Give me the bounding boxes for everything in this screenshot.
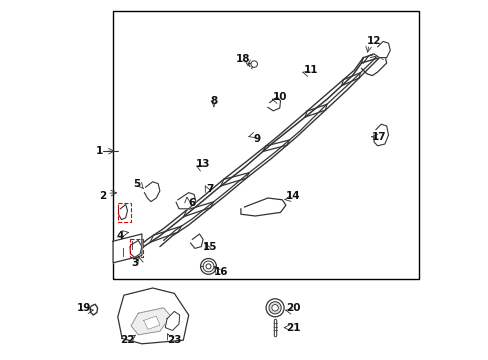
Polygon shape xyxy=(190,234,203,248)
Text: 22: 22 xyxy=(120,335,135,345)
Circle shape xyxy=(265,299,284,317)
Text: 7: 7 xyxy=(206,184,214,194)
Polygon shape xyxy=(165,311,179,330)
Polygon shape xyxy=(118,288,188,344)
Text: 10: 10 xyxy=(273,92,287,102)
Text: 12: 12 xyxy=(366,36,381,46)
Text: 18: 18 xyxy=(235,54,249,64)
Text: 19: 19 xyxy=(77,303,91,313)
Polygon shape xyxy=(241,198,285,216)
Polygon shape xyxy=(131,308,170,335)
Polygon shape xyxy=(373,41,389,58)
Text: 20: 20 xyxy=(285,303,300,313)
Polygon shape xyxy=(143,316,160,329)
Text: 2: 2 xyxy=(99,191,106,201)
Circle shape xyxy=(268,302,281,314)
Text: 9: 9 xyxy=(253,134,260,144)
Circle shape xyxy=(200,258,216,274)
Bar xyxy=(113,11,418,279)
Polygon shape xyxy=(176,193,196,209)
Circle shape xyxy=(205,264,211,269)
Text: 3: 3 xyxy=(131,258,138,268)
Text: 17: 17 xyxy=(371,132,386,142)
Polygon shape xyxy=(373,124,387,146)
Polygon shape xyxy=(267,97,280,111)
Text: 21: 21 xyxy=(285,323,300,333)
Polygon shape xyxy=(144,182,160,202)
Bar xyxy=(130,239,142,257)
Text: 5: 5 xyxy=(133,179,140,189)
Polygon shape xyxy=(113,234,142,263)
Circle shape xyxy=(271,305,278,311)
Text: 11: 11 xyxy=(303,65,318,75)
Text: 8: 8 xyxy=(210,96,217,106)
Text: 6: 6 xyxy=(188,198,196,208)
Bar xyxy=(118,203,131,222)
Polygon shape xyxy=(118,204,127,220)
Text: 16: 16 xyxy=(213,267,228,277)
Text: 13: 13 xyxy=(196,159,210,169)
Circle shape xyxy=(250,61,257,67)
Text: 15: 15 xyxy=(203,242,217,252)
Text: 14: 14 xyxy=(285,191,300,201)
Circle shape xyxy=(203,261,213,272)
Text: 1: 1 xyxy=(96,146,103,156)
Polygon shape xyxy=(130,240,142,257)
Text: 23: 23 xyxy=(167,335,181,345)
Text: 4: 4 xyxy=(116,231,124,241)
